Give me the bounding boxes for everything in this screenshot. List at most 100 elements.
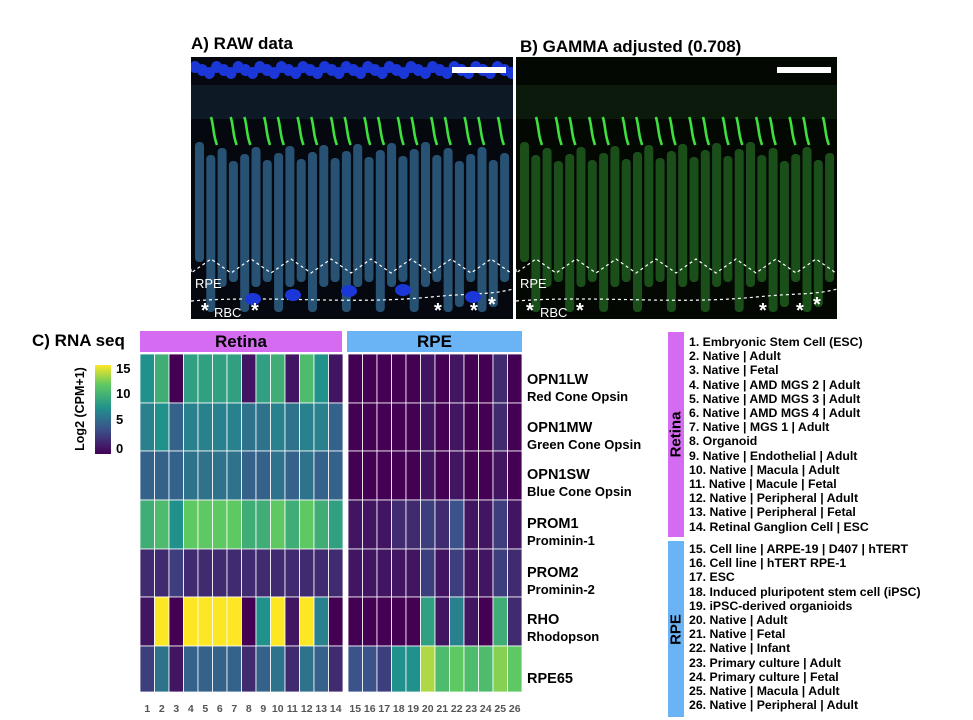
heatmap-cell: [241, 645, 257, 693]
heatmap-cell: [478, 354, 494, 404]
heatmap-cell: [405, 596, 421, 647]
colorbar-label: Log2 (CPM+1): [73, 367, 87, 451]
legend-retina-list: 1. Embryonic Stem Cell (ESC) 2. Native | …: [689, 335, 869, 534]
cone-outer-segment: [262, 116, 272, 146]
legend-item: 1. Embryonic Stem Cell (ESC): [689, 335, 863, 349]
heatmap-cell: [507, 596, 523, 647]
heatmap-cell: [270, 596, 286, 647]
cone-outer-segment: [410, 116, 419, 146]
heatmap-cell: [478, 645, 494, 693]
column-number: 23: [465, 703, 478, 715]
photoreceptor-segment: [553, 161, 563, 282]
heatmap-cell: [362, 402, 378, 452]
heatmap-cell: [434, 548, 450, 598]
legend-item: 17. ESC: [689, 570, 735, 585]
nucleus: [506, 67, 513, 79]
gene-name: Prominin-1: [527, 533, 595, 548]
column-numbers: 1 2 3 4 5 6 7 8 9 10 11 12 13 14 15 16 17 18 19 20 21 22 23 24 2…: [140, 703, 524, 717]
heatmap-cell: [507, 645, 523, 693]
heatmap-cell: [270, 450, 286, 501]
photoreceptor-segment: [565, 154, 575, 312]
gene-symbol: OPN1MW: [527, 420, 593, 436]
cone-outer-segment: [735, 116, 744, 146]
heatmap-cell: [270, 499, 286, 550]
heatmap-cell: [405, 450, 421, 501]
photoreceptor-segment: [319, 145, 329, 287]
legend-item: 16. Cell line | hTERT RPE-1: [689, 556, 847, 571]
heatmap-cell: [140, 354, 155, 404]
row-label-rpe65: RPE65: [527, 671, 573, 688]
legend-item: 23. Primary culture | Adult: [689, 655, 841, 670]
heatmap-cell: [154, 596, 170, 647]
heatmap-cell: [478, 596, 494, 647]
heatmap-cell: [347, 450, 363, 501]
row-label-prom2: PROM2 Prominin-2: [527, 565, 595, 598]
legend-item: 15. Cell line | ARPE-19 | D407 | hTERT: [689, 542, 908, 556]
photoreceptor-segment: [353, 144, 363, 287]
photoreceptor-segment: [813, 160, 823, 307]
heatmap-cell: [255, 645, 271, 693]
column-number: 6: [216, 703, 223, 715]
heatmap-cell: [226, 402, 242, 452]
heatmap-cell: [391, 645, 407, 693]
column-number: 7: [231, 703, 238, 715]
row-label-rho: RHO Rhodopson: [527, 612, 599, 645]
heatmap-cell: [463, 450, 479, 501]
star-marker: *: [201, 300, 209, 322]
heatmap-cell: [140, 645, 155, 693]
column-number: 21: [436, 703, 449, 715]
heatmap-cell: [313, 499, 329, 550]
heatmap-cell: [197, 596, 213, 647]
legend-item: 18. Induced pluripotent stem cell (iPSC): [689, 584, 921, 599]
heatmap-cell: [168, 354, 184, 404]
gene-name: Blue Cone Opsin: [527, 484, 632, 499]
heatmap-cell: [284, 548, 300, 598]
heatmap-cell: [328, 499, 344, 550]
column-number: 17: [378, 703, 391, 715]
heatmap-cell: [420, 548, 436, 598]
heatmap-cell: [492, 548, 508, 598]
heatmap-cell: [154, 548, 170, 598]
star-marker: *: [434, 300, 442, 322]
heatmap-cell: [197, 402, 213, 452]
heatmap-cell: [197, 645, 213, 693]
heatmap-cell: [376, 548, 392, 598]
gene-symbol: PROM1: [527, 516, 579, 532]
legend-item: 8. Organoid: [689, 434, 758, 449]
cone-outer-segment: [329, 116, 339, 146]
heatmap-cell: [168, 499, 184, 550]
heatmap-cell: [197, 548, 213, 598]
heatmap-cell: [183, 596, 199, 647]
legend-bar-retina: [668, 332, 684, 537]
heatmap-cell: [347, 596, 363, 647]
photoreceptor-segment: [262, 160, 272, 282]
heatmap-cell: [420, 450, 436, 501]
column-number: 14: [329, 703, 342, 715]
heatmap-cell: [226, 645, 242, 693]
photoreceptor-segment: [621, 159, 631, 282]
panel-a-title: A) RAW data: [191, 34, 293, 53]
heatmap-cell: [284, 354, 300, 404]
heatmap-cell: [328, 596, 344, 647]
micrograph-gamma: [516, 57, 837, 319]
heatmap-cell: [492, 645, 508, 693]
legend-item: 5. Native | AMD MGS 3 | Adult: [689, 391, 861, 406]
column-number: 16: [363, 703, 376, 715]
cone-outer-segment: [396, 116, 405, 146]
heatmap-cell: [212, 499, 228, 550]
gene-name: Rhodopson: [527, 629, 600, 644]
column-number: 3: [173, 703, 180, 715]
rpe-boundary-upper: [191, 258, 512, 274]
photoreceptor-segment: [746, 142, 755, 287]
cone-outer-segment: [229, 116, 238, 146]
heatmap-cell: [183, 548, 199, 598]
cone-outer-segment: [721, 116, 730, 146]
heatmap-cell: [328, 354, 344, 404]
rpe-nucleus: [341, 285, 357, 297]
heatmap-cell: [299, 645, 315, 693]
row-label-opn1mw: OPN1MW Green Cone Opsin: [527, 420, 641, 453]
cone-outer-segment: [554, 116, 563, 146]
heatmap-cell: [449, 402, 465, 452]
cone-outer-segment: [443, 116, 453, 146]
heatmap-cell: [328, 402, 344, 452]
